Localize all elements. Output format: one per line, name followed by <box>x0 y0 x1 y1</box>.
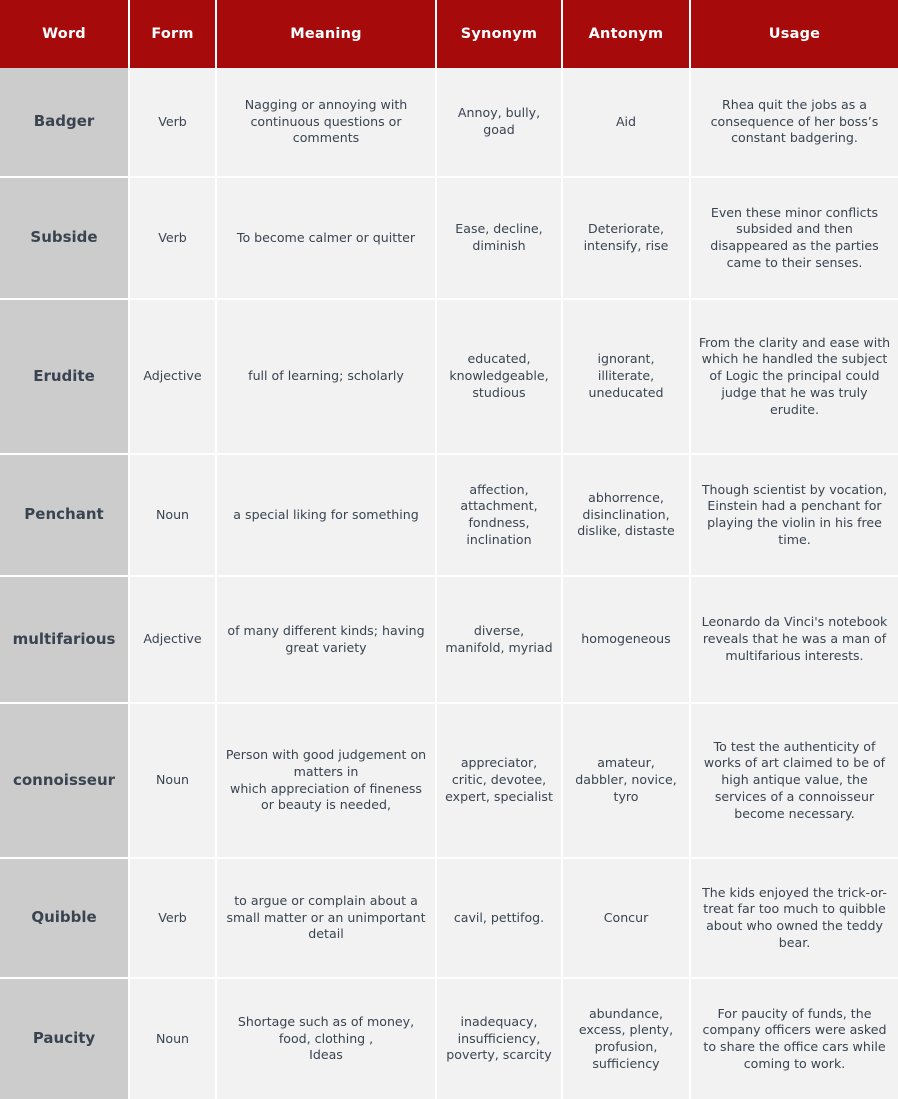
cell-usage: The kids enjoyed the trick-or-treat far … <box>690 858 898 979</box>
cell-form: Adjective <box>129 576 217 704</box>
cell-word: multifarious <box>0 576 130 704</box>
cell-synonym: appreciator, critic, devotee, expert, sp… <box>436 703 563 859</box>
cell-meaning: To become calmer or quitter <box>216 177 437 300</box>
table-row: Badger Verb Nagging or annoying with con… <box>0 68 898 178</box>
cell-usage: For paucity of funds, the company office… <box>690 978 898 1099</box>
cell-synonym: cavil, pettifog. <box>436 858 563 979</box>
cell-antonym: Concur <box>562 858 691 979</box>
cell-meaning: full of learning; scholarly <box>216 299 437 455</box>
table-header: Word Form Meaning Synonym Antonym Usage <box>0 0 898 68</box>
cell-form: Verb <box>129 858 217 979</box>
table-row: Quibble Verb to argue or complain about … <box>0 858 898 979</box>
cell-antonym: Aid <box>562 68 691 178</box>
cell-synonym: Annoy, bully, goad <box>436 68 563 178</box>
cell-word: Paucity <box>0 978 130 1099</box>
cell-meaning: of many different kinds; having great va… <box>216 576 437 704</box>
column-header-word: Word <box>0 0 130 68</box>
cell-word: Badger <box>0 68 130 178</box>
cell-antonym: Deteriorate, intensify, rise <box>562 177 691 300</box>
table-row: multifarious Adjective of many different… <box>0 576 898 704</box>
table-body: Badger Verb Nagging or annoying with con… <box>0 68 898 1099</box>
cell-word: Erudite <box>0 299 130 455</box>
cell-meaning: to argue or complain about a small matte… <box>216 858 437 979</box>
cell-usage: Though scientist by vocation, Einstein h… <box>690 454 898 577</box>
header-row: Word Form Meaning Synonym Antonym Usage <box>0 0 898 68</box>
cell-meaning: Shortage such as of money, food, clothin… <box>216 978 437 1099</box>
column-header-meaning: Meaning <box>216 0 437 68</box>
cell-antonym: abhorrence, disinclination, dislike, dis… <box>562 454 691 577</box>
cell-form: Verb <box>129 68 217 178</box>
table-row: Penchant Noun a special liking for somet… <box>0 454 898 577</box>
cell-synonym: affection, attachment, fondness, inclina… <box>436 454 563 577</box>
cell-meaning: Nagging or annoying with continuous ques… <box>216 68 437 178</box>
cell-form: Verb <box>129 177 217 300</box>
cell-form: Noun <box>129 703 217 859</box>
cell-word: Penchant <box>0 454 130 577</box>
cell-meaning: Person with good judgement on matters in… <box>216 703 437 859</box>
cell-meaning: a special liking for something <box>216 454 437 577</box>
column-header-usage: Usage <box>690 0 898 68</box>
cell-word: connoisseur <box>0 703 130 859</box>
cell-word: Subside <box>0 177 130 300</box>
cell-usage: From the clarity and ease with which he … <box>690 299 898 455</box>
table-row: Subside Verb To become calmer or quitter… <box>0 177 898 300</box>
table-row: Erudite Adjective full of learning; scho… <box>0 299 898 455</box>
table-row: connoisseur Noun Person with good judgem… <box>0 703 898 859</box>
cell-antonym: abundance, excess, plenty, profusion, su… <box>562 978 691 1099</box>
cell-form: Adjective <box>129 299 217 455</box>
cell-antonym: homogeneous <box>562 576 691 704</box>
cell-synonym: Ease, decline, diminish <box>436 177 563 300</box>
cell-antonym: ignorant, illiterate, uneducated <box>562 299 691 455</box>
cell-synonym: educated, knowledgeable, studious <box>436 299 563 455</box>
cell-form: Noun <box>129 978 217 1099</box>
cell-form: Noun <box>129 454 217 577</box>
table-row: Paucity Noun Shortage such as of money, … <box>0 978 898 1099</box>
column-header-antonym: Antonym <box>562 0 691 68</box>
cell-synonym: inadequacy, insufficiency, poverty, scar… <box>436 978 563 1099</box>
cell-antonym: amateur, dabbler, novice, tyro <box>562 703 691 859</box>
cell-usage: Rhea quit the jobs as a consequence of h… <box>690 68 898 178</box>
column-header-synonym: Synonym <box>436 0 563 68</box>
column-header-form: Form <box>129 0 217 68</box>
cell-usage: Leonardo da Vinci's notebook reveals tha… <box>690 576 898 704</box>
cell-usage: To test the authenticity of works of art… <box>690 703 898 859</box>
cell-word: Quibble <box>0 858 130 979</box>
cell-synonym: diverse, manifold, myriad <box>436 576 563 704</box>
cell-usage: Even these minor conflicts subsided and … <box>690 177 898 300</box>
